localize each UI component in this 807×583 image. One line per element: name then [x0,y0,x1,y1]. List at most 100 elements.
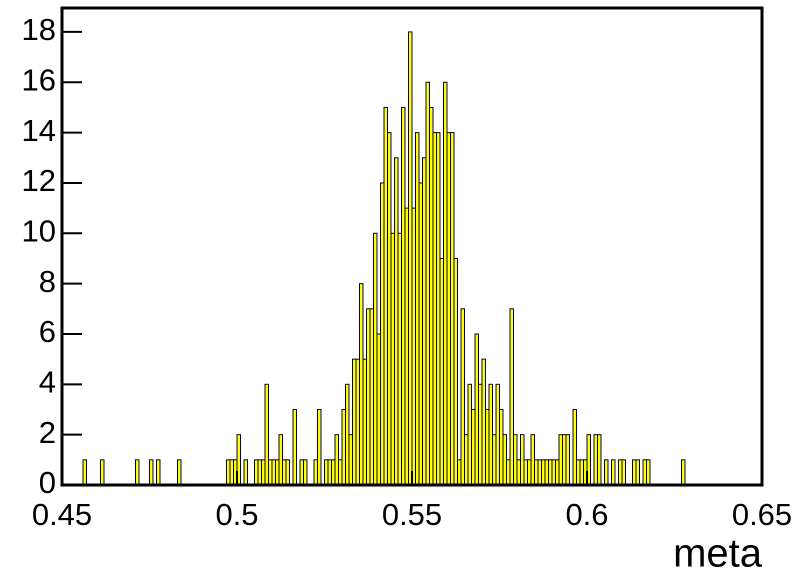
x-tick-label: 0.65 [732,497,792,532]
bar [502,434,507,486]
bar [611,459,616,486]
bar [439,257,444,486]
bar [352,358,357,486]
bar [278,434,283,486]
bar [572,408,577,486]
y-tick-label: 0 [39,465,56,500]
bar [548,459,553,486]
bar [443,81,448,486]
y-tick-label: 10 [22,213,56,248]
bar [156,459,161,486]
bar [555,459,560,486]
bar [257,459,262,486]
bar [299,459,304,486]
bar [551,459,556,486]
bar [597,434,602,486]
bar [632,459,637,486]
bar [474,333,479,486]
bar [313,459,318,486]
bar [432,132,437,486]
bar [565,434,570,486]
bar [488,383,493,486]
bar [275,459,280,486]
bar [635,459,640,486]
bar [579,459,584,486]
bar [425,81,430,486]
bar [324,459,329,486]
bar [149,459,154,486]
bar [348,434,353,486]
bar [558,434,563,486]
bar [341,408,346,486]
bar [646,459,651,486]
bar [457,459,462,486]
bar [478,383,483,486]
x-tick-label: 0.5 [215,497,258,532]
x-tick-label: 0.6 [565,497,608,532]
bar [317,408,322,486]
y-tick-label: 6 [39,314,56,349]
bar [537,459,542,486]
bar [576,459,581,486]
bar [285,459,290,486]
bar [408,31,413,486]
y-tick-label: 12 [22,163,56,198]
bar [604,459,609,486]
bar [534,459,539,486]
x-axis-label: meta [673,532,763,576]
bar [135,459,140,486]
bar [292,408,297,486]
bar [621,459,626,486]
y-tick-label: 4 [39,365,56,400]
bar [327,459,332,486]
bar [492,434,497,486]
bar [499,408,504,486]
bar [562,434,567,486]
bar [485,408,490,486]
bar [376,333,381,486]
bar [464,434,469,486]
bar [401,106,406,486]
bar [471,408,476,486]
bar [387,132,392,486]
bar [509,308,514,486]
bar [544,459,549,486]
bar [334,434,339,486]
bar [177,459,182,486]
bar [366,308,371,486]
y-tick-label: 18 [22,12,56,47]
bar [593,434,598,486]
bar [642,459,647,486]
bar [467,383,472,486]
bar [268,459,273,486]
bar [527,459,532,486]
bar [390,232,395,486]
x-tick-label: 0.55 [382,497,442,532]
bar [530,434,535,486]
bar [338,459,343,486]
bar [415,132,420,486]
bar [418,182,423,486]
bar [446,132,451,486]
bar [436,132,441,486]
bar [261,459,266,486]
bar [271,459,276,486]
bar [411,207,416,486]
bar [82,459,87,486]
bar [506,459,511,486]
bar [394,157,399,486]
bar [397,232,402,486]
bar [541,459,546,486]
bar [362,358,367,486]
bar [373,232,378,486]
bar [229,459,234,486]
bar [516,459,521,486]
bar [359,283,364,486]
bar [681,459,686,486]
bar [380,182,385,486]
bar [513,434,518,486]
y-tick-label: 2 [39,415,56,450]
bar [355,358,360,486]
bar [226,459,231,486]
